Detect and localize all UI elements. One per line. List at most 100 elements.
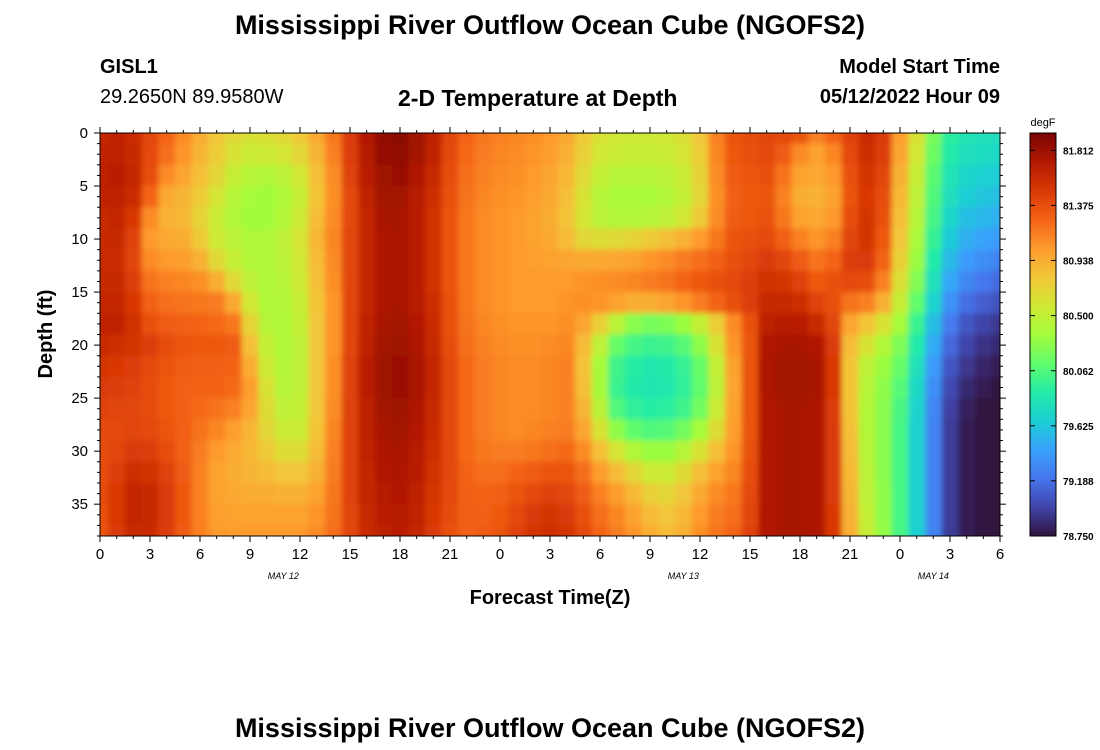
heatmap-cell (808, 228, 826, 251)
heatmap-cell (608, 133, 626, 145)
heatmap-cell (375, 186, 393, 208)
heatmap-cell (791, 440, 809, 463)
heatmap-cell (541, 334, 559, 357)
heatmap-cell (241, 504, 259, 526)
heatmap-cell (875, 143, 893, 166)
heatmap-cell (125, 207, 143, 230)
heatmap-cell (541, 504, 559, 526)
heatmap-cell (491, 164, 509, 187)
heatmap-cell (225, 207, 243, 230)
heatmap-cell (225, 376, 243, 399)
heatmap-cell (241, 270, 259, 293)
y-axis-label: Depth (ft) (35, 290, 57, 379)
heatmap-cell (558, 143, 576, 166)
heatmap-cell (108, 228, 126, 251)
heatmap-cell (341, 482, 359, 505)
heatmap-cell (708, 143, 726, 166)
heatmap-cell (175, 143, 193, 166)
heatmap-cell (408, 355, 426, 378)
heatmap-cell (791, 504, 809, 526)
heatmap-cell (808, 143, 826, 166)
heatmap-cell (258, 228, 276, 251)
heatmap-cell (625, 228, 643, 251)
heatmap-cell (958, 164, 976, 187)
heatmap-cell (191, 249, 209, 272)
heatmap-cell (458, 228, 476, 251)
heatmap-cell (425, 482, 443, 505)
x-day-label: MAY 13 (668, 571, 699, 581)
heatmap-cell (825, 186, 843, 208)
heatmap-cell (525, 270, 543, 293)
heatmap-cell (508, 504, 526, 526)
heatmap-cell (725, 143, 743, 166)
heatmap-cell (691, 504, 709, 526)
model-start-value: 05/12/2022 Hour 09 (819, 86, 1000, 108)
heatmap-cell (858, 525, 876, 536)
heatmap-cell (925, 207, 943, 230)
heatmap-cell (141, 292, 159, 314)
heatmap-cell (541, 143, 559, 166)
heatmap-cell (841, 164, 859, 187)
heatmap-cell (741, 249, 759, 272)
heatmap-cell (508, 461, 526, 484)
heatmap-cell (675, 164, 693, 187)
heatmap-cell (841, 440, 859, 463)
heatmap-cell (675, 525, 693, 536)
heatmap-cell (308, 164, 326, 187)
heatmap-cell (208, 504, 226, 526)
heatmap-cell (675, 440, 693, 463)
heatmap-cell (191, 313, 209, 336)
heatmap-cell (841, 525, 859, 536)
heatmap-cell (841, 313, 859, 336)
heatmap-cell (958, 228, 976, 251)
heatmap-cell (258, 440, 276, 463)
heatmap-cell (741, 164, 759, 187)
heatmap-cell (675, 334, 693, 357)
heatmap-cell (158, 164, 176, 187)
heatmap-cell (975, 249, 993, 272)
heatmap-cell (975, 143, 993, 166)
heatmap-cell (141, 249, 159, 272)
heatmap-cell (458, 461, 476, 484)
heatmap-cell (425, 207, 443, 230)
heatmap-cell (875, 249, 893, 272)
heatmap-cell (808, 355, 826, 378)
heatmap-cell (358, 313, 376, 336)
heatmap-cell (558, 419, 576, 442)
heatmap-cell (691, 292, 709, 314)
heatmap-cell (408, 186, 426, 208)
heatmap-cell (708, 504, 726, 526)
heatmap-cell (541, 270, 559, 293)
heatmap-cell (475, 461, 493, 484)
heatmap-cell (375, 376, 393, 399)
heatmap-cell (575, 334, 593, 357)
heatmap-cell (475, 186, 493, 208)
heatmap-cell (641, 207, 659, 230)
heatmap-cell (158, 292, 176, 314)
heatmap-cell (475, 313, 493, 336)
y-tick-label: 30 (71, 443, 88, 460)
heatmap-cell (158, 398, 176, 420)
heatmap-cell (658, 504, 676, 526)
heatmap-cell (191, 398, 209, 420)
heatmap-cell (308, 376, 326, 399)
heatmap-cell (225, 440, 243, 463)
heatmap-cell (141, 207, 159, 230)
heatmap-cell (475, 525, 493, 536)
heatmap-cell (441, 207, 459, 230)
heatmap-cell (458, 270, 476, 293)
heatmap-cell (508, 133, 526, 145)
heatmap-cell (875, 355, 893, 378)
heatmap-cell (658, 313, 676, 336)
heatmap-cell (975, 334, 993, 357)
heatmap-cell (191, 334, 209, 357)
heatmap-cell (541, 292, 559, 314)
heatmap-cell (341, 313, 359, 336)
heatmap-cell (208, 207, 226, 230)
heatmap-cell (158, 207, 176, 230)
heatmap-cell (558, 249, 576, 272)
heatmap-cell (925, 398, 943, 420)
heatmap-cell (808, 334, 826, 357)
heatmap-cell (825, 525, 843, 536)
heatmap-cell (925, 228, 943, 251)
